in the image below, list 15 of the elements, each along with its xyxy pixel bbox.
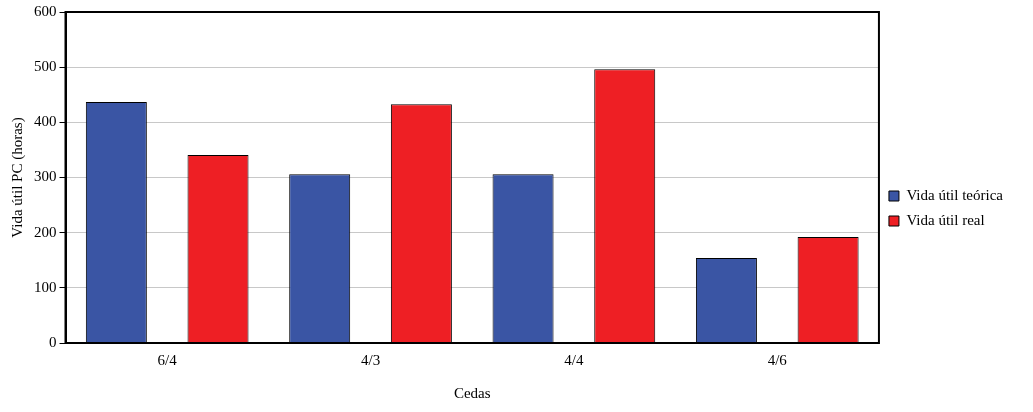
x-tick-label: 4/4: [564, 351, 584, 368]
y-tick-label: 100: [34, 278, 57, 295]
x-tick-label: 6/4: [157, 351, 178, 368]
legend-label: Vida útil real: [906, 211, 985, 228]
x-tick-label: 4/3: [360, 351, 381, 368]
x-tick-label: 4/6: [767, 351, 788, 368]
y-tick-label: 200: [34, 223, 57, 240]
y-axis-title: Vida útil PC (horas): [8, 117, 26, 238]
x-axis-title: Cedas: [453, 384, 491, 401]
y-tick-label: 500: [34, 58, 57, 75]
legend-label: Vida útil teórica: [906, 186, 1004, 203]
y-tick-label: 0: [49, 333, 57, 350]
y-tick-label: 300: [34, 168, 57, 185]
y-tick-label: 400: [34, 113, 57, 130]
y-tick-label: 600: [34, 2, 57, 19]
